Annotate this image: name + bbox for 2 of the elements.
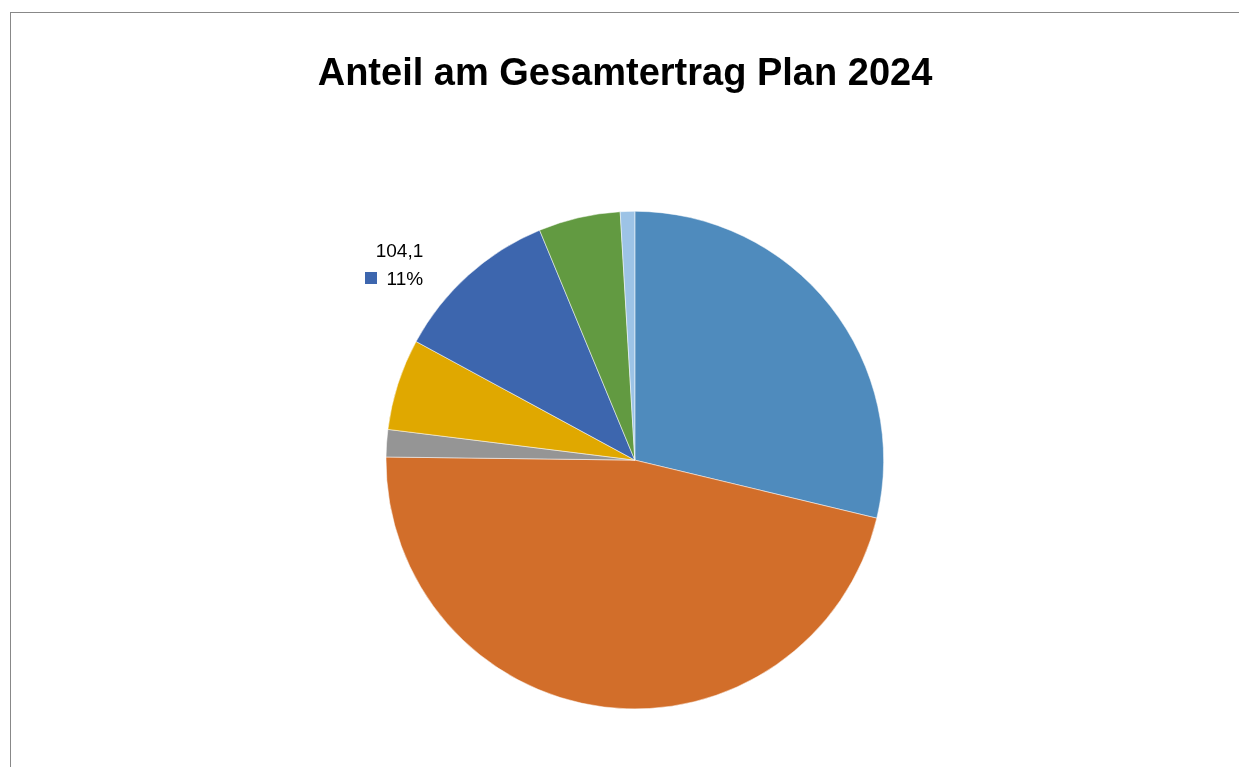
data-label: 104,1 11% xyxy=(375,239,424,289)
chart-title: Anteil am Gesamtertrag Plan 2024 xyxy=(317,51,933,93)
